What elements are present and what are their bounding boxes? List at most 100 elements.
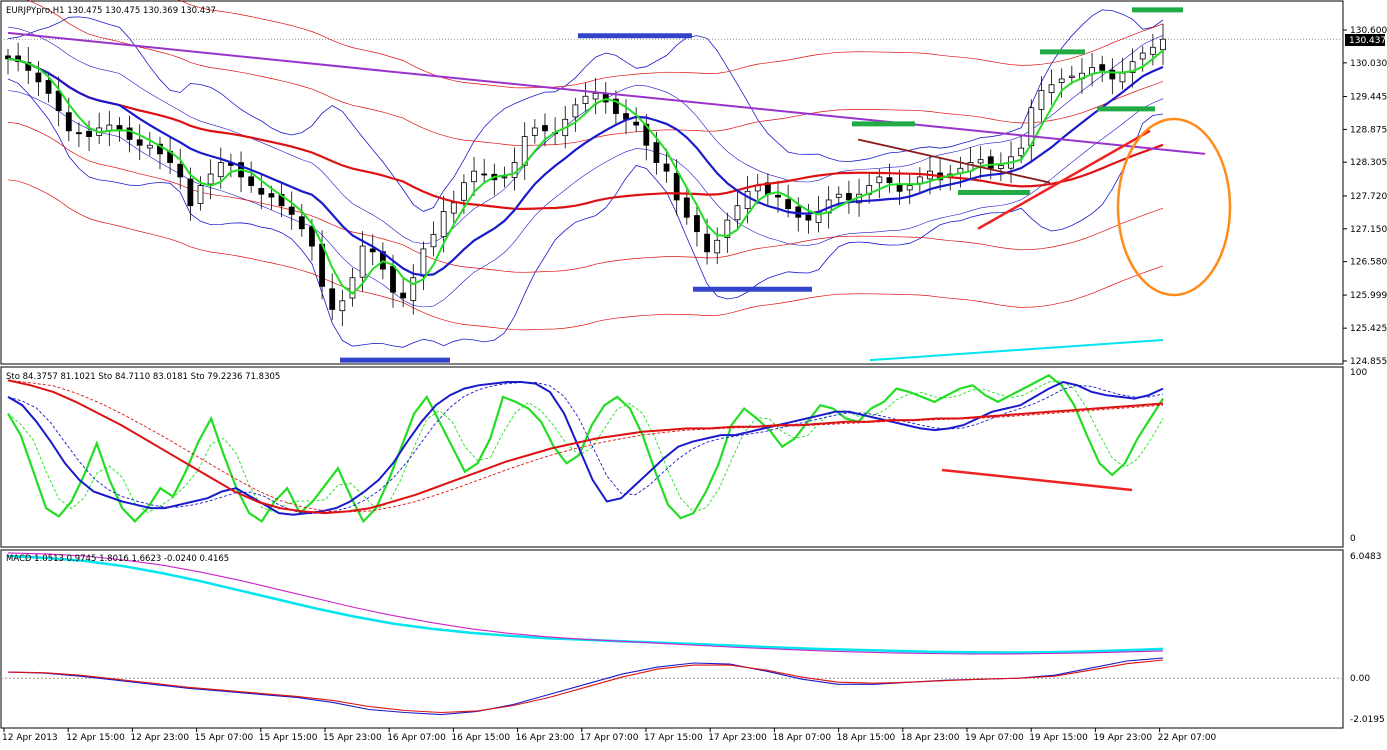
candle-body: [1058, 78, 1065, 83]
x-tick-label: 17 Apr 15:00: [644, 733, 703, 743]
price-y-tick-label: 129.445: [1350, 93, 1387, 103]
candle-body: [734, 205, 741, 221]
lower-envelope-red: [7, 179, 1164, 331]
candle-body: [430, 234, 437, 248]
candle-body: [258, 188, 265, 195]
x-tick-label: 22 Apr 07:00: [1158, 733, 1217, 743]
price-y-tick-label: 130.600: [1350, 26, 1387, 36]
candle-body: [1099, 64, 1106, 71]
stochastic-divergence-line: [941, 468, 1133, 492]
x-tick-label: 17 Apr 23:00: [708, 733, 767, 743]
candle-body: [501, 176, 508, 179]
x-tick-label: 16 Apr 07:00: [387, 733, 446, 743]
axis-labels: 130.600 130.030 129.445 128.875 128.305 127.7…: [2, 26, 1387, 743]
candle-body: [1109, 69, 1116, 80]
candle-body: [481, 173, 488, 176]
candle-body: [471, 170, 477, 183]
upper-envelope-red: [26, 0, 1164, 146]
candle-body: [187, 178, 194, 207]
candle-body: [663, 163, 670, 172]
candle-body: [177, 163, 184, 178]
price-y-tick-label: 130.030: [1350, 59, 1387, 69]
candle-body: [248, 176, 255, 186]
candle-body: [876, 176, 883, 184]
candle-body: [298, 216, 305, 230]
candle-body: [1139, 52, 1146, 60]
cyan-line: [869, 338, 1164, 362]
stochastic-signal-line: [7, 379, 1164, 513]
price-y-tick-label: 126.580: [1350, 258, 1387, 268]
candle-body: [461, 182, 467, 201]
candle-body: [673, 173, 680, 201]
candle-body: [76, 132, 82, 135]
candle-body: [683, 197, 690, 218]
candle-body: [86, 130, 92, 137]
stochastic-line: [7, 380, 1164, 516]
brown-trendline: [857, 138, 1051, 184]
stochastic-y-tick-label: 100: [1350, 368, 1367, 378]
candle-body: [207, 173, 214, 185]
orange-ellipse-highlight: [1116, 117, 1232, 297]
stochastic-plot-area: [7, 373, 1164, 524]
candle-body: [390, 265, 396, 293]
candle-body: [309, 226, 315, 247]
macd-panel[interactable]: [0, 549, 1344, 729]
macd-y-tick-label: 0.00: [1350, 674, 1370, 684]
candle-body: [896, 184, 903, 192]
candle-body: [349, 277, 356, 299]
purple-trendline: [7, 31, 1206, 155]
fast-moving-average: [7, 49, 1164, 295]
candle-body: [612, 98, 619, 114]
candle-body: [987, 156, 994, 169]
candle-body: [653, 142, 660, 163]
candle-body: [724, 219, 731, 238]
x-tick-label: 16 Apr 23:00: [516, 733, 575, 743]
price-panel-title: EURJPYpro,H1 130.475 130.475 130.369 130…: [6, 6, 216, 16]
price-y-tick-label: 127.720: [1350, 192, 1387, 202]
candle-body: [511, 162, 518, 178]
candle-body: [400, 292, 407, 299]
current-price-marker: [1345, 34, 1385, 46]
candle-body: [197, 185, 204, 204]
candle-body: [744, 190, 751, 210]
candle-body: [288, 206, 295, 215]
candle-body: [217, 162, 224, 178]
upper-envelope-red: [177, 0, 1164, 89]
candle-body: [542, 125, 548, 132]
x-tick-label: 12 Apr 15:00: [66, 733, 125, 743]
candle-body: [1038, 90, 1045, 110]
stochastic-panel[interactable]: [0, 366, 1344, 548]
red-support-trendline: [977, 129, 1151, 230]
candle-body: [420, 248, 427, 277]
price-y-tick-label: 125.425: [1350, 324, 1387, 334]
price-y-tick-label: 128.305: [1350, 158, 1387, 168]
candle-body: [45, 80, 52, 94]
candle-body: [1119, 72, 1126, 83]
candle-body: [592, 92, 599, 100]
price-y-tick-label: 128.875: [1350, 125, 1387, 135]
price-y-tick-label: 125.999: [1350, 291, 1387, 301]
candle-body: [126, 127, 133, 140]
candle-body: [997, 164, 1004, 169]
stochastic-signal-line: [7, 382, 1164, 515]
macd-panel-title: MACD 1.0513 0.9745 1.8016 1.6623 -0.0240…: [6, 554, 229, 564]
x-tick-label: 19 Apr 07:00: [965, 733, 1024, 743]
x-tick-label: 12 Apr 23:00: [130, 733, 189, 743]
candle-body: [906, 185, 913, 191]
candle-body: [704, 233, 710, 253]
candle-body: [369, 248, 376, 253]
candle-body: [714, 239, 721, 254]
x-tick-label: 16 Apr 15:00: [451, 733, 510, 743]
mid-moving-average: [7, 57, 1164, 277]
candle-body: [25, 62, 32, 71]
x-tick-label: 17 Apr 07:00: [580, 733, 639, 743]
candle-body: [1068, 75, 1075, 78]
upper-band-line: [7, 9, 1164, 212]
current-price-label: 130.437: [1349, 36, 1386, 46]
x-tick-label: 18 Apr 23:00: [901, 733, 960, 743]
price-plot-area: [1, 0, 1343, 363]
candle-body: [440, 211, 447, 238]
candle-body: [359, 245, 366, 278]
